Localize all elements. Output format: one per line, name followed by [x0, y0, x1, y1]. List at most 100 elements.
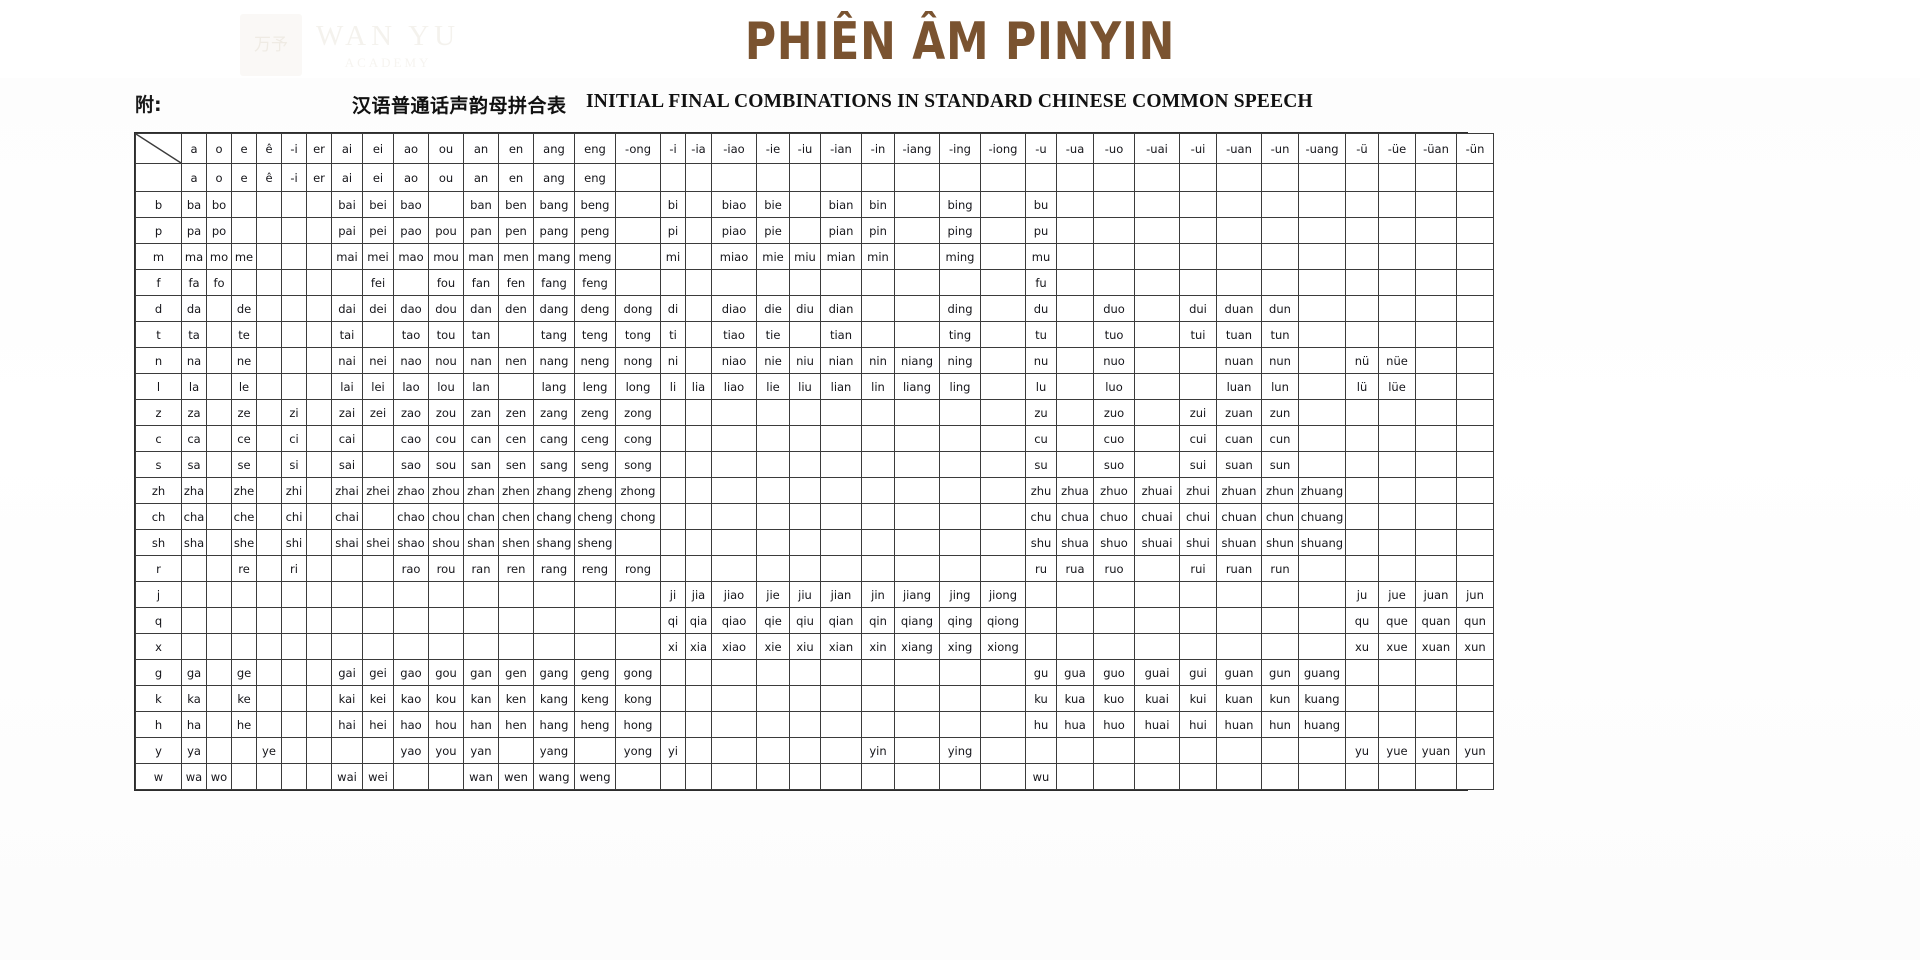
syllable-cell: tang [533, 321, 575, 348]
final-header-ou: ou [428, 133, 464, 164]
syllable-cell: dun [1261, 295, 1299, 322]
syllable-cell: ni [660, 347, 686, 374]
syllable-cell: niao [711, 347, 757, 374]
syllable-cell: hai [331, 711, 363, 738]
syllable-cell: rang [533, 555, 575, 582]
empty-cell [1056, 763, 1094, 790]
final-header-uo: -uo [1093, 133, 1135, 164]
syllable-cell: guan [1216, 659, 1262, 686]
syllable-cell: qin [861, 607, 895, 634]
syllable-cell: ê [256, 163, 282, 192]
empty-cell [1378, 295, 1416, 322]
empty-cell [894, 269, 940, 296]
table-row: sh sha she shi shai shei shao shou shan shen shang… [135, 529, 1494, 556]
syllable-cell: ken [498, 685, 534, 712]
empty-cell [1415, 295, 1457, 322]
empty-cell [685, 347, 712, 374]
empty-cell [1056, 737, 1094, 764]
initial-label-c: c [135, 425, 182, 452]
syllable-cell: cang [533, 425, 575, 452]
empty-cell [894, 659, 940, 686]
empty-cell [1378, 451, 1416, 478]
syllable-cell: guai [1134, 659, 1180, 686]
empty-cell [256, 477, 282, 504]
final-header-o: o [206, 133, 232, 164]
syllable-cell: tun [1261, 321, 1299, 348]
syllable-cell: zhun [1261, 477, 1299, 504]
initial-label-s: s [135, 451, 182, 478]
syllable-cell: ge [231, 659, 257, 686]
empty-cell [1025, 163, 1057, 192]
empty-cell [980, 217, 1026, 244]
syllable-cell: dang [533, 295, 575, 322]
syllable-cell: yi [660, 737, 686, 764]
empty-cell [820, 399, 862, 426]
empty-cell [256, 269, 282, 296]
empty-cell [615, 633, 661, 660]
syllable-cell: nu [1025, 347, 1057, 374]
empty-cell [660, 685, 686, 712]
syllable-cell: lou [428, 373, 464, 400]
empty-cell [498, 737, 534, 764]
syllable-cell: zhui [1179, 477, 1217, 504]
empty-cell [1415, 555, 1457, 582]
initial-label-zh: zh [135, 477, 182, 504]
final-header-ian: -ian [820, 133, 862, 164]
syllable-cell: dan [463, 295, 499, 322]
syllable-cell: ying [939, 737, 981, 764]
empty-cell [256, 373, 282, 400]
empty-cell [820, 451, 862, 478]
syllable-cell: dian [820, 295, 862, 322]
syllable-cell: qiu [789, 607, 821, 634]
syllable-cell: shun [1261, 529, 1299, 556]
empty-cell [1378, 163, 1416, 192]
syllable-cell: niu [789, 347, 821, 374]
empty-cell [1456, 659, 1494, 686]
syllable-cell: duan [1216, 295, 1262, 322]
syllable-cell: ru [1025, 555, 1057, 582]
syllable-cell: pou [428, 217, 464, 244]
pinyin-table-container: a o e ê -i er ai ei ao ou an en ang eng -ong -i -ia -iao -… [135, 133, 1494, 790]
initial-label-k: k [135, 685, 182, 712]
syllable-cell: er [306, 163, 332, 192]
empty-cell [660, 451, 686, 478]
empty-cell [1456, 191, 1494, 218]
syllable-cell: tao [393, 321, 429, 348]
empty-cell [711, 269, 757, 296]
empty-cell [1179, 347, 1217, 374]
syllable-cell: zhang [533, 477, 575, 504]
syllable-cell: hun [1261, 711, 1299, 738]
syllable-cell: zhuo [1093, 477, 1135, 504]
empty-cell [1093, 163, 1135, 192]
empty-cell [1216, 243, 1262, 270]
empty-cell [789, 529, 821, 556]
empty-cell [820, 503, 862, 530]
final-header-ie: -ie [756, 133, 790, 164]
empty-cell [1134, 347, 1180, 374]
syllable-cell: xing [939, 633, 981, 660]
syllable-cell: jian [820, 581, 862, 608]
empty-cell [306, 347, 332, 374]
syllable-cell: zu [1025, 399, 1057, 426]
syllable-cell: di [660, 295, 686, 322]
syllable-cell: gun [1261, 659, 1299, 686]
empty-cell [1261, 737, 1299, 764]
syllable-cell: hu [1025, 711, 1057, 738]
empty-cell [1378, 555, 1416, 582]
empty-cell [861, 269, 895, 296]
syllable-cell: le [231, 373, 257, 400]
empty-cell [231, 607, 257, 634]
empty-cell [685, 269, 712, 296]
syllable-cell: xia [685, 633, 712, 660]
empty-cell [206, 659, 232, 686]
syllable-cell: e [231, 163, 257, 192]
initial-label-z: z [135, 399, 182, 426]
table-header-row: a o e ê -i er ai ei ao ou an en ang eng -ong -i -ia -iao -… [135, 133, 1494, 164]
empty-cell [1345, 163, 1379, 192]
syllable-cell: zhai [331, 477, 363, 504]
final-header-iao: -iao [711, 133, 757, 164]
empty-cell [861, 555, 895, 582]
syllable-cell: bie [756, 191, 790, 218]
empty-cell [1298, 217, 1346, 244]
empty-cell [1345, 555, 1379, 582]
